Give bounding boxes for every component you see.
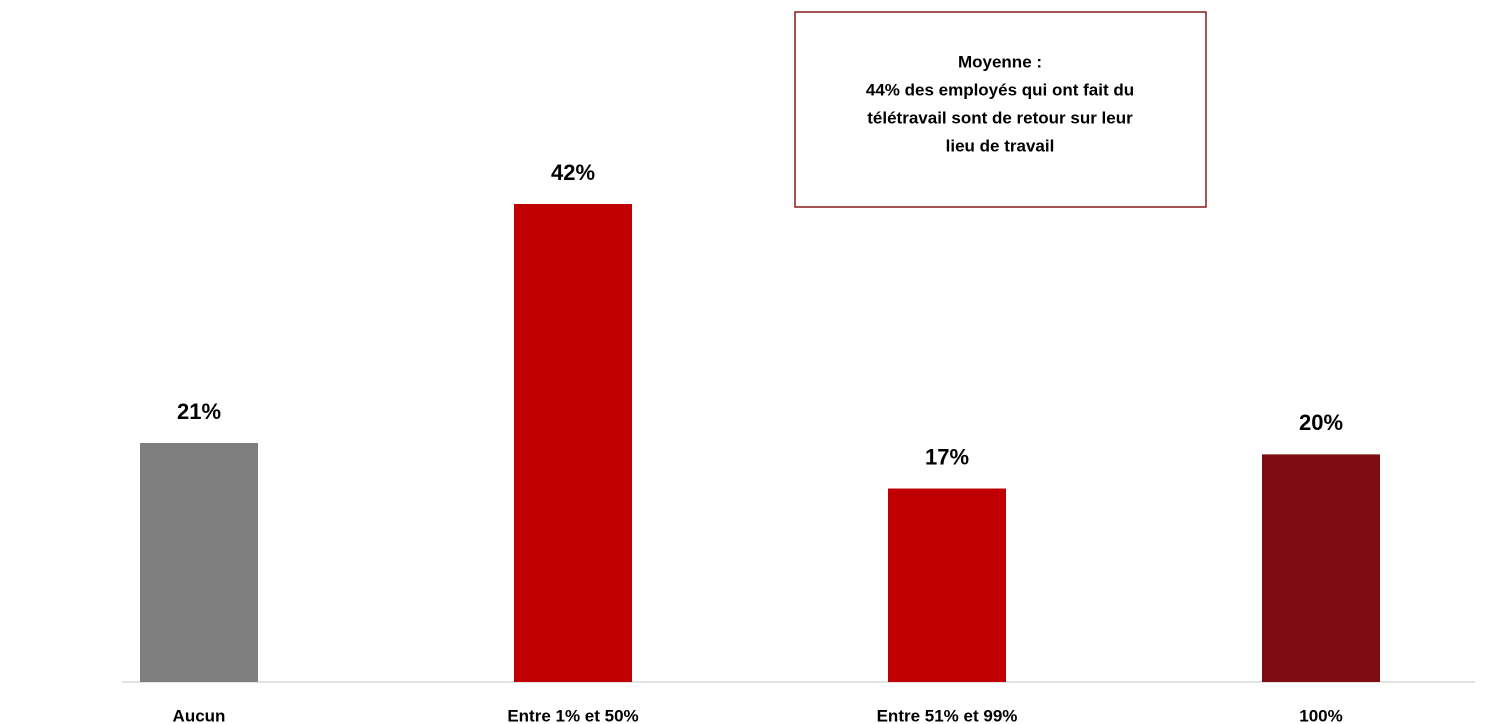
bar	[514, 204, 632, 682]
annotation-line: télétravail sont de retour sur leur	[867, 108, 1133, 127]
bar	[888, 488, 1006, 682]
annotation-title: Moyenne :	[958, 52, 1042, 71]
annotation-line: 44% des employés qui ont fait du	[866, 80, 1134, 99]
annotation-box	[794, 11, 1207, 208]
x-tick-label: Entre 1% et 50%	[507, 706, 638, 724]
value-label: 42%	[551, 160, 595, 185]
x-tick-label: Aucun	[173, 706, 226, 724]
value-label: 20%	[1299, 410, 1343, 435]
bar	[1262, 454, 1380, 682]
annotation-line: lieu de travail	[946, 136, 1055, 155]
bar	[140, 443, 258, 682]
value-label: 21%	[177, 399, 221, 424]
x-tick-label: Entre 51% et 99%	[877, 706, 1018, 724]
x-tick-label: 100%	[1299, 706, 1342, 724]
value-label: 17%	[925, 444, 969, 469]
